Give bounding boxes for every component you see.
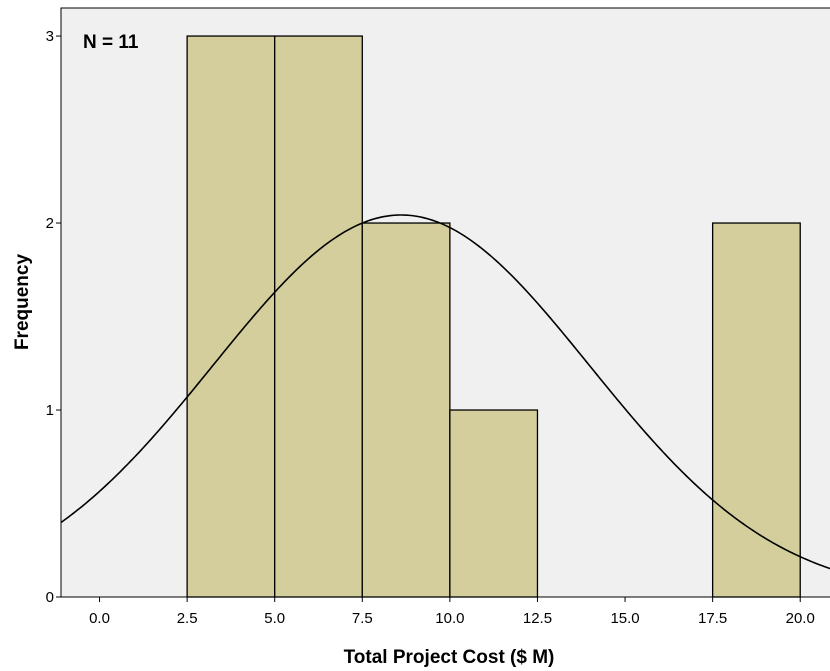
normal-curve: [60, 214, 830, 570]
histogram-bar: [361, 222, 451, 598]
y-tick-label: 1: [46, 402, 54, 419]
x-tick-label: 2.5: [177, 610, 198, 627]
histogram-bar: [711, 222, 801, 598]
x-tick-label: 0.0: [89, 610, 110, 627]
x-tick-label: 5.0: [264, 610, 285, 627]
x-tick-label: 20.0: [786, 610, 815, 627]
x-tick-label: 10.0: [435, 610, 464, 627]
x-tick-label: 7.5: [352, 610, 373, 627]
x-tick-label: 17.5: [698, 610, 727, 627]
histogram-bar: [449, 409, 539, 598]
x-tick-label: 15.0: [610, 610, 639, 627]
y-tick-label: 0: [46, 589, 54, 606]
histogram-bar: [186, 35, 276, 598]
x-axis-title: Total Project Cost ($ M): [344, 647, 555, 668]
y-tick-label: 2: [46, 215, 54, 232]
sample-size-annotation: N = 11: [83, 32, 139, 53]
y-axis-title: Frequency: [12, 254, 33, 351]
x-tick-label: 12.5: [523, 610, 552, 627]
histogram-bar: [274, 35, 363, 598]
y-tick-label: 3: [46, 28, 54, 45]
